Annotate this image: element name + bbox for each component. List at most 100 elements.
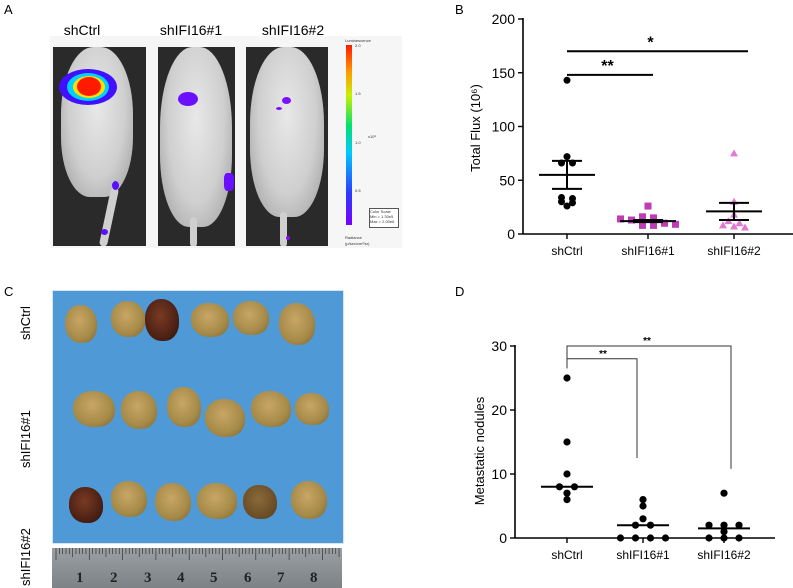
lung-photo [52, 290, 344, 544]
colorbar-tick: 1.5 [355, 91, 361, 96]
lung-specimen [111, 301, 145, 337]
ruler-number: 3 [144, 570, 152, 586]
data-point [720, 528, 728, 536]
data-point [650, 214, 657, 222]
data-point [672, 220, 679, 228]
panel-label-c: C [4, 284, 14, 299]
signal-blob [178, 92, 198, 106]
data-point [563, 374, 571, 382]
data-point [639, 213, 646, 221]
chart-metastatic-nodules: Metastatic nodules 0 10 20 30 shCtrl shIFI16… [472, 336, 775, 562]
lung-specimen [121, 391, 157, 429]
data-point [735, 521, 743, 529]
data-point [644, 202, 652, 210]
data-point [639, 221, 646, 229]
data-point [569, 199, 576, 207]
data-point [563, 496, 571, 504]
panel-label-d: D [455, 284, 465, 299]
data-point [741, 223, 749, 231]
group-label-shifi16-2: shIFI16#2 [261, 22, 325, 38]
panel-label-a: A [4, 2, 13, 17]
significance-bracket [566, 358, 638, 458]
colorbar-tick: 2.0 [355, 43, 361, 48]
lung-specimen [197, 483, 237, 519]
row-label-shifi16-2: shIFI16#2 [18, 528, 33, 586]
lung-specimen [291, 481, 327, 519]
chart-total-flux: Total Flux (10⁶) 0 50 100 150 200 shCtrl shIF… [468, 11, 793, 258]
y-axis-label: Metastatic nodules [472, 396, 487, 505]
data-point [558, 198, 565, 206]
lung-specimen [69, 487, 103, 523]
data-point [616, 534, 625, 542]
data-point [563, 438, 571, 446]
data-point [617, 215, 624, 223]
data-point [720, 489, 728, 497]
data-point [563, 76, 571, 84]
ruler-number: 5 [210, 570, 218, 586]
data-point [563, 202, 571, 210]
x-tick-label: shIFI16#2 [707, 244, 761, 258]
lung-specimen [73, 391, 115, 427]
lung-specimen [243, 485, 277, 519]
significance-bracket [566, 345, 732, 469]
data-point [730, 222, 738, 230]
color-scale-box: Color Scale Min = 1.30e5 Max = 2.00e6 [369, 208, 399, 228]
group-label-shifi16-1: shIFI16#1 [159, 22, 223, 38]
x-tick-label: shIFI16#2 [697, 548, 751, 562]
colorbar-gradient [346, 45, 352, 225]
x-tick-label: shIFI16#1 [621, 244, 675, 258]
lung-specimen [295, 393, 329, 425]
colorbar-footer: (p/sec/cm²/sr) [345, 241, 370, 246]
y-tick-label: 150 [492, 65, 516, 81]
ruler: 1 2 3 4 5 6 7 8 [52, 546, 342, 588]
data-point [720, 521, 728, 529]
row-label-shctrl: shCtrl [18, 306, 33, 340]
data-point [735, 534, 743, 542]
significance-label: ** [601, 58, 614, 75]
data-point [661, 534, 670, 542]
lung-specimen [191, 303, 229, 337]
data-point [639, 502, 647, 510]
lung-specimen [145, 299, 179, 341]
ruler-number: 1 [76, 570, 84, 586]
lung-specimen [233, 301, 269, 335]
data-point [639, 515, 647, 523]
data-point [705, 521, 713, 529]
data-point [730, 149, 738, 157]
data-point [628, 216, 635, 224]
ruler-number: 7 [277, 570, 285, 586]
data-point [720, 534, 728, 542]
ruler-number: 8 [310, 570, 318, 586]
data-point [650, 221, 657, 229]
ruler-number: 2 [110, 570, 118, 586]
y-tick-label: 100 [492, 119, 516, 135]
significance-label: * [647, 34, 654, 51]
colorbar-footer: Radiance [345, 235, 362, 240]
data-point [735, 219, 744, 227]
mouse-image-shctrl [53, 47, 146, 246]
y-axis-label: Total Flux (10⁶) [468, 84, 483, 172]
lung-specimen [155, 483, 191, 521]
significance-label: ** [643, 336, 651, 347]
data-point [631, 534, 640, 542]
lung-specimen [279, 303, 315, 345]
y-tick-label: 10 [491, 466, 507, 482]
colorbar-title: Luminescence [345, 38, 371, 43]
data-point [646, 534, 655, 542]
data-point [705, 534, 713, 542]
x-tick-label: shCtrl [551, 548, 582, 562]
y-tick-label: 0 [499, 530, 507, 546]
y-tick-label: 30 [491, 338, 507, 354]
mouse-image-shifi16-1 [158, 47, 235, 246]
panel-label-b: B [455, 2, 464, 17]
signal-blob [282, 97, 291, 104]
data-point [639, 496, 647, 504]
lung-specimen [167, 387, 201, 427]
ruler-number: 6 [244, 570, 252, 586]
x-tick-label: shIFI16#1 [616, 548, 670, 562]
colorbar-tick: 0.5 [355, 188, 361, 193]
ruler-number: 4 [177, 570, 185, 586]
colorbar-tick: 1.0 [355, 140, 361, 145]
row-label-shifi16-1: shIFI16#1 [18, 410, 33, 468]
y-tick-label: 20 [491, 402, 507, 418]
